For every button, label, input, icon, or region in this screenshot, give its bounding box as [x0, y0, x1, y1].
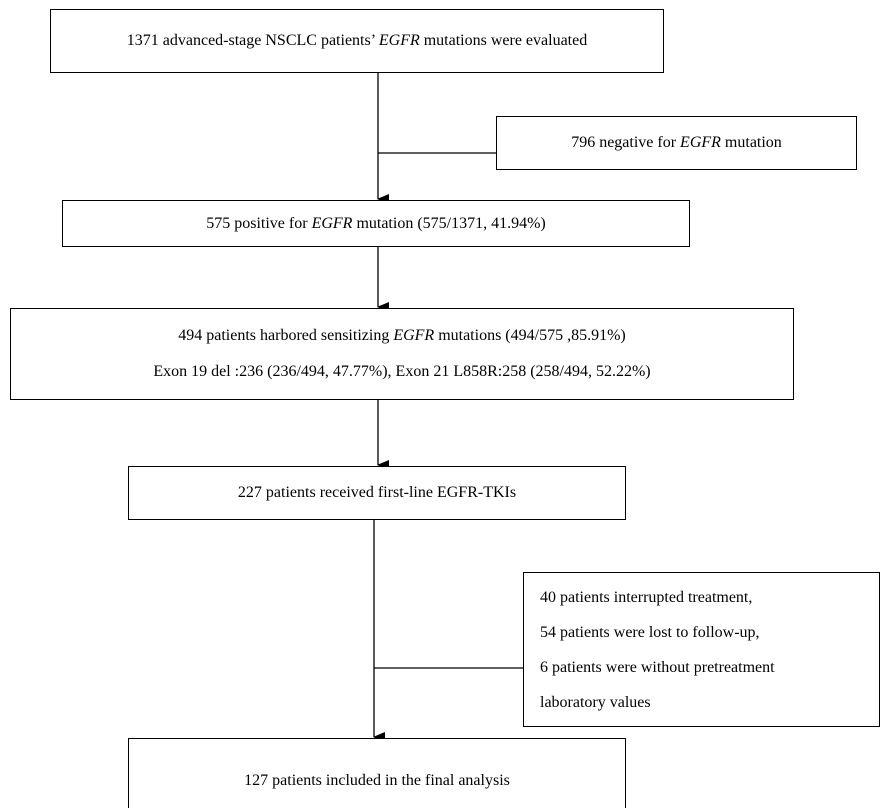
- text: EGFR: [393, 327, 435, 344]
- text: 227 patients received first-line EGFR-TK…: [237, 484, 517, 501]
- box-text: 127 patients included in the final analy…: [244, 763, 510, 799]
- text: 40 patients interrupted treatment,: [540, 588, 753, 606]
- exclusion-box: 40 patients interrupted treatment, 54 pa…: [523, 572, 880, 727]
- flow-box: 127 patients included in the final analy…: [128, 738, 626, 808]
- text: 796 negative for: [571, 134, 681, 151]
- box-text: 575 positive for EGFR mutation (575/1371…: [206, 206, 546, 242]
- text: mutation: [720, 134, 782, 151]
- box-text: Exon 19 del :236 (236/494, 47.77%), Exon…: [153, 354, 650, 390]
- text: laboratory values: [540, 693, 651, 711]
- text: 575 positive for: [206, 214, 312, 232]
- flow-box: 575 positive for EGFR mutation (575/1371…: [62, 200, 690, 247]
- text: EGFR: [378, 32, 420, 49]
- box-text: 6 patients were without pretreatment: [540, 650, 775, 685]
- box-text: 54 patients were lost to follow-up,: [540, 615, 760, 650]
- flow-box: 1371 advanced-stage NSCLC patients’ EGFR…: [50, 9, 664, 73]
- flow-box: 227 patients received first-line EGFR-TK…: [128, 466, 626, 520]
- box-text: 227 patients received first-line EGFR-TK…: [238, 475, 516, 511]
- box-text: 494 patients harbored sensitizing EGFR m…: [178, 318, 625, 354]
- text: 127 patients included in the final analy…: [244, 772, 510, 789]
- text: mutations (494/575 ,85.91%): [434, 327, 626, 344]
- text: 6 patients were without pretreatment: [540, 658, 775, 676]
- text: mutations were evaluated: [419, 32, 588, 49]
- exclusion-box: 796 negative for EGFR mutation: [496, 116, 857, 170]
- text: 494 patients harbored sensitizing: [178, 327, 394, 344]
- text: mutation (575/1371, 41.94%): [352, 214, 546, 232]
- box-text: laboratory values: [540, 685, 651, 720]
- text: 54 patients were lost to follow-up,: [540, 623, 760, 641]
- box-text: 1371 advanced-stage NSCLC patients’ EGFR…: [127, 23, 587, 59]
- text: 1371 advanced-stage NSCLC patients’: [126, 32, 379, 49]
- flow-box: 494 patients harbored sensitizing EGFR m…: [10, 308, 794, 400]
- text: EGFR: [311, 214, 353, 232]
- text: Exon 19 del :236 (236/494, 47.77%), Exon…: [153, 363, 651, 380]
- text: EGFR: [680, 134, 721, 151]
- box-text: 796 negative for EGFR mutation: [571, 125, 782, 161]
- box-text: 40 patients interrupted treatment,: [540, 580, 752, 615]
